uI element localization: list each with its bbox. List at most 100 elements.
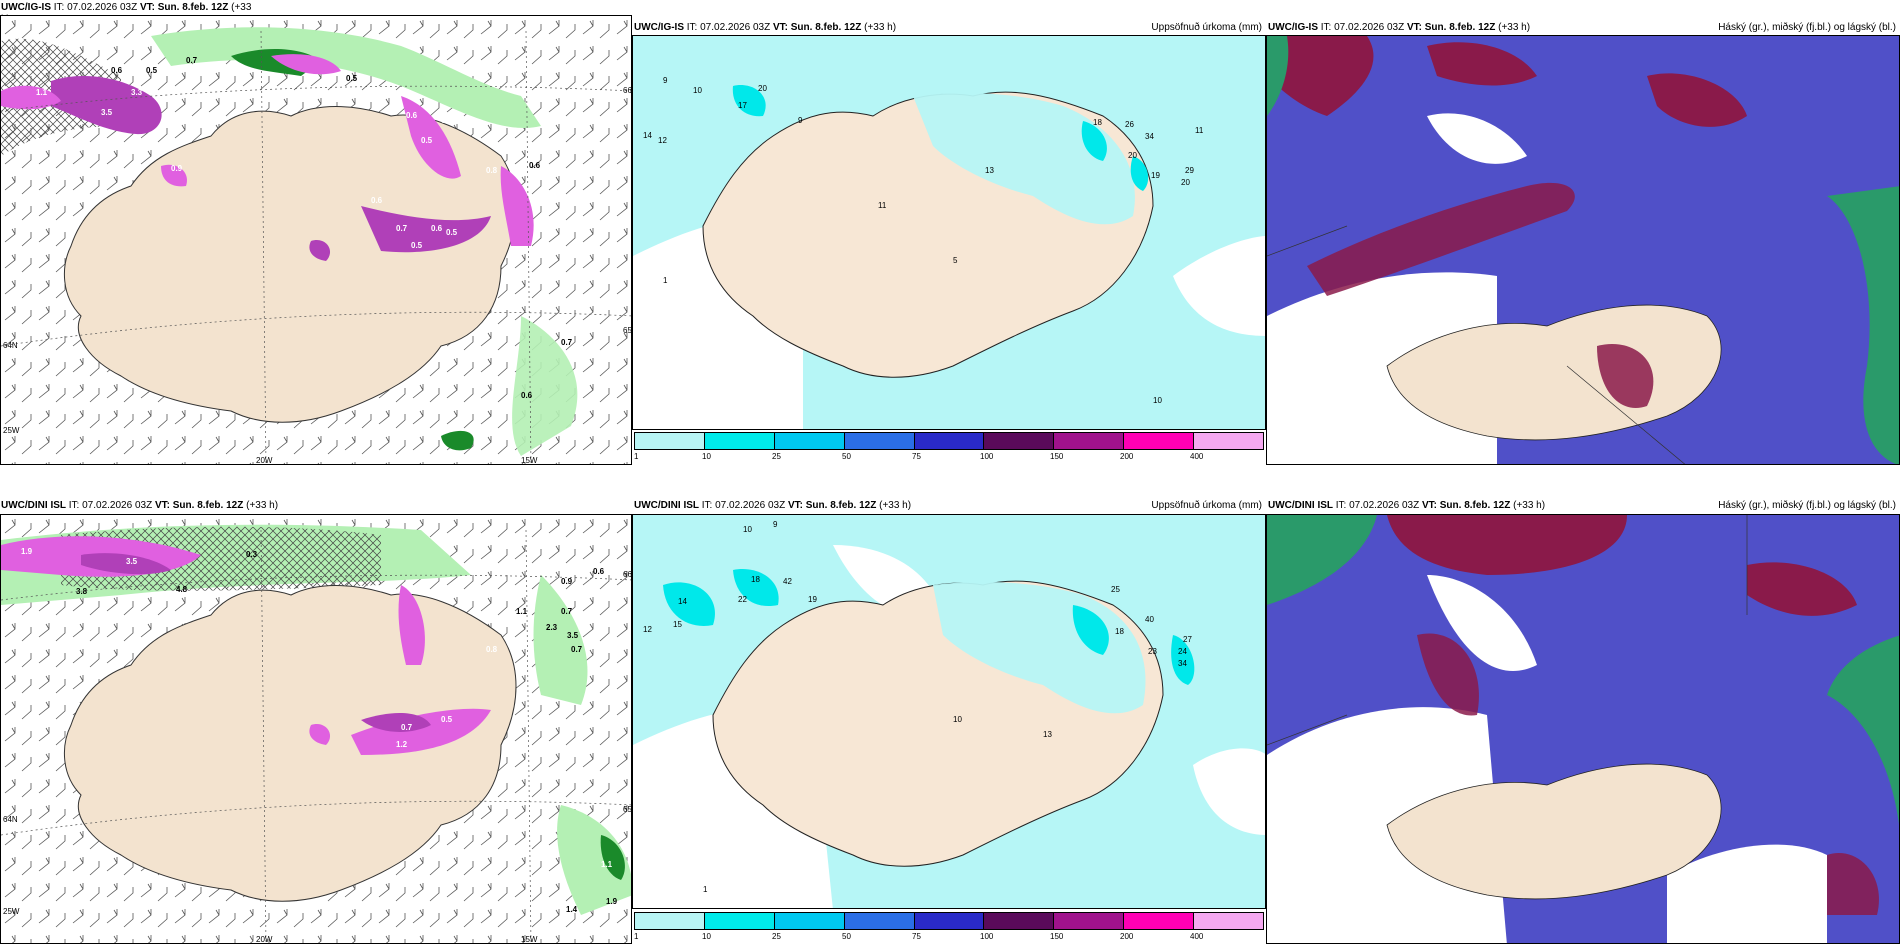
value-label: 3.5 xyxy=(126,557,138,566)
cloud-mid-region xyxy=(1427,42,1537,86)
precip-value: 14 xyxy=(643,131,652,140)
green-dark-region xyxy=(441,430,474,451)
value-label: 0.8 xyxy=(486,645,498,654)
panel-title: UWC/DINI ISL IT: 07.02.2026 03Z VT: Sun.… xyxy=(634,500,912,511)
legend-tick: 75 xyxy=(912,932,921,941)
precip-value: 34 xyxy=(1178,659,1187,668)
map-frame: 9 10 14 12 20 17 18 26 34 20 19 29 20 11… xyxy=(632,35,1266,430)
precip-value: 22 xyxy=(738,595,747,604)
product-label: Háský (gr.), miðský (fj.bl.) og lágský (… xyxy=(1718,500,1896,511)
legend-tick: 100 xyxy=(980,932,994,941)
value-label: 0.7 xyxy=(186,56,198,65)
cloud-none-region xyxy=(1427,575,1537,671)
precip-value: 18 xyxy=(1093,118,1102,127)
value-label: 0.6 xyxy=(406,111,418,120)
precip-value: 27 xyxy=(1183,635,1192,644)
panel-title: UWC/DINI ISL IT: 07.02.2026 03Z VT: Sun.… xyxy=(1,500,279,511)
axis-label: 64N xyxy=(3,341,18,350)
precip-value: 5 xyxy=(953,256,958,265)
legend-swatch xyxy=(635,433,705,449)
axis-label: 25W xyxy=(3,907,20,916)
legend-tick: 25 xyxy=(772,932,781,941)
coast-line xyxy=(1267,225,1686,464)
value-label: 1.1 xyxy=(516,607,528,616)
precip-value: 11 xyxy=(878,201,887,210)
snow-purple-region xyxy=(361,713,431,732)
precip-mid-region xyxy=(663,582,715,626)
panel-top-mid: UWC/IG-IS IT: 07.02.2026 03Z VT: Sun. 8.… xyxy=(632,0,1266,465)
cloud-mid-region xyxy=(1417,633,1479,716)
precip-value: 20 xyxy=(1128,151,1137,160)
value-label: 0.8 xyxy=(486,166,498,175)
legend-tick: 150 xyxy=(1050,452,1064,461)
legend-swatch xyxy=(704,433,775,449)
precip-value: 10 xyxy=(743,525,752,534)
value-label: 0.6 xyxy=(371,196,383,205)
cloud-none-region xyxy=(1667,844,1827,943)
axis-label: 65N xyxy=(623,326,632,335)
map-frame: 0.5 0.7 0.6 3.5 3.3 1.1 0.9 0.5 0.6 0.5 … xyxy=(0,15,632,465)
legend-swatch xyxy=(1124,913,1195,929)
value-label: 1.9 xyxy=(21,547,33,556)
map-frame: 10 9 12 14 15 18 22 19 42 25 40 18 23 27… xyxy=(632,514,1266,909)
precip-value: 12 xyxy=(643,625,652,634)
legend-swatch xyxy=(1194,913,1264,929)
value-label: 0.5 xyxy=(146,66,158,75)
legend-swatch xyxy=(914,913,985,929)
precip-mid-region xyxy=(1081,121,1107,161)
value-label: 0.5 xyxy=(421,136,433,145)
map-frame: 1.9 3.5 0.3 0.6 0.9 0.7 1.1 2.3 3.5 0.7 … xyxy=(0,514,632,944)
legend-tick: 1 xyxy=(634,452,639,461)
precip-map xyxy=(633,36,1265,429)
precip-value: 23 xyxy=(1148,647,1157,656)
precip-value: 9 xyxy=(773,520,778,529)
cloud-mid-region xyxy=(1387,515,1627,575)
precip-value: 42 xyxy=(783,577,792,586)
legend-tick: 200 xyxy=(1120,932,1134,941)
cloud-mid-region xyxy=(1827,853,1879,915)
cloud-mid-region xyxy=(1307,182,1575,296)
snow-purple-region xyxy=(309,240,331,261)
wind-precip-map xyxy=(1,515,631,943)
precip-value: 12 xyxy=(658,136,667,145)
precip-value: 19 xyxy=(1151,171,1160,180)
value-label: 0.5 xyxy=(446,228,458,237)
legend-swatch xyxy=(635,913,705,929)
precip-value: 34 xyxy=(1145,132,1154,141)
value-label: 0.3 xyxy=(246,550,258,559)
precip-value: 19 xyxy=(808,595,817,604)
snow-purple-region xyxy=(81,553,171,575)
precip-value: 20 xyxy=(758,84,767,93)
value-label: 0.6 xyxy=(593,567,605,576)
legend-tick: 150 xyxy=(1050,932,1064,941)
snow-purple-region xyxy=(271,54,341,75)
precip-value: 40 xyxy=(1145,615,1154,624)
legend-swatch xyxy=(1124,433,1195,449)
precip-green-region xyxy=(557,805,631,915)
product-label: Háský (gr.), miðský (fj.bl.) og lágský (… xyxy=(1718,22,1896,33)
snow-purple-region xyxy=(309,724,331,745)
legend-tick: 75 xyxy=(912,452,921,461)
value-label: 0.6 xyxy=(441,116,453,125)
axis-label: 25W xyxy=(3,426,20,435)
value-label: 3.8 xyxy=(76,587,88,596)
cloud-map xyxy=(1267,36,1899,464)
value-label: 3.5 xyxy=(567,631,579,640)
value-label: 0.6 xyxy=(431,224,443,233)
precip-value: 9 xyxy=(663,76,668,85)
axis-label: 66N xyxy=(623,86,632,95)
panel-bot-left: UWC/DINI ISL IT: 07.02.2026 03Z VT: Sun.… xyxy=(0,480,632,950)
cloud-high-region xyxy=(1827,186,1899,464)
cloud-mid-region xyxy=(1647,73,1747,127)
axis-label: 66N xyxy=(623,570,632,579)
legend-tick: 50 xyxy=(842,452,851,461)
precip-mid-region xyxy=(733,569,779,607)
value-label: 3.5 xyxy=(101,108,113,117)
panel-bot-right: UWC/DINI ISL IT: 07.02.2026 03Z VT: Sun.… xyxy=(1266,480,1900,950)
iceland-land xyxy=(63,585,517,902)
axis-label: 20W xyxy=(256,456,273,465)
value-label: 0.6 xyxy=(111,66,123,75)
legend-swatch xyxy=(1054,433,1125,449)
legend-swatch xyxy=(984,913,1055,929)
snow-purple-region xyxy=(1,85,61,110)
